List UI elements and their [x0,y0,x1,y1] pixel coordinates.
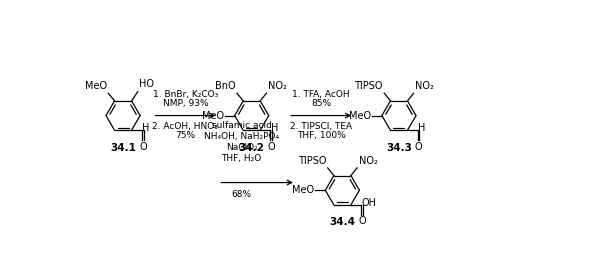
Text: THF, H₂O: THF, H₂O [221,154,262,163]
Text: OH: OH [362,198,377,208]
Text: BnO: BnO [215,81,235,91]
Text: H: H [142,123,150,133]
Text: 34.4: 34.4 [329,217,355,227]
Text: NH₄OH, NaH₂PO₄: NH₄OH, NaH₂PO₄ [204,132,279,141]
Text: 34.1: 34.1 [110,143,136,153]
Text: NaClO₂: NaClO₂ [226,143,257,152]
Text: O: O [358,217,366,227]
Text: sulfamic acid: sulfamic acid [212,121,272,130]
Text: H: H [271,123,278,133]
Text: O: O [415,142,422,152]
Text: THF, 100%: THF, 100% [296,131,346,140]
Text: 1. BnBr, K₂CO₃: 1. BnBr, K₂CO₃ [153,90,218,99]
Text: NO₂: NO₂ [415,81,434,91]
Text: 2. AcOH, HNO₃: 2. AcOH, HNO₃ [152,123,218,131]
Text: 85%: 85% [311,99,331,108]
Text: 75%: 75% [175,131,196,140]
Text: 68%: 68% [232,190,251,199]
Text: O: O [139,142,146,152]
Text: 2. TIPSCl, TEA: 2. TIPSCl, TEA [290,123,352,131]
Text: 34.2: 34.2 [239,143,265,153]
Text: H: H [418,123,426,133]
Text: NO₂: NO₂ [359,156,377,166]
Text: MeO: MeO [292,185,314,195]
Text: 34.3: 34.3 [386,143,412,153]
Text: NMP, 93%: NMP, 93% [163,99,208,108]
Text: NO₂: NO₂ [268,81,287,91]
Text: O: O [268,142,275,152]
Text: TIPSO: TIPSO [298,156,326,166]
Text: 1. TFA, AcOH: 1. TFA, AcOH [292,90,350,99]
Text: MeO: MeO [85,81,107,91]
Text: MeO: MeO [349,110,371,121]
Text: HO: HO [139,79,154,89]
Text: TIPSO: TIPSO [354,81,383,91]
Text: MeO: MeO [202,110,224,121]
